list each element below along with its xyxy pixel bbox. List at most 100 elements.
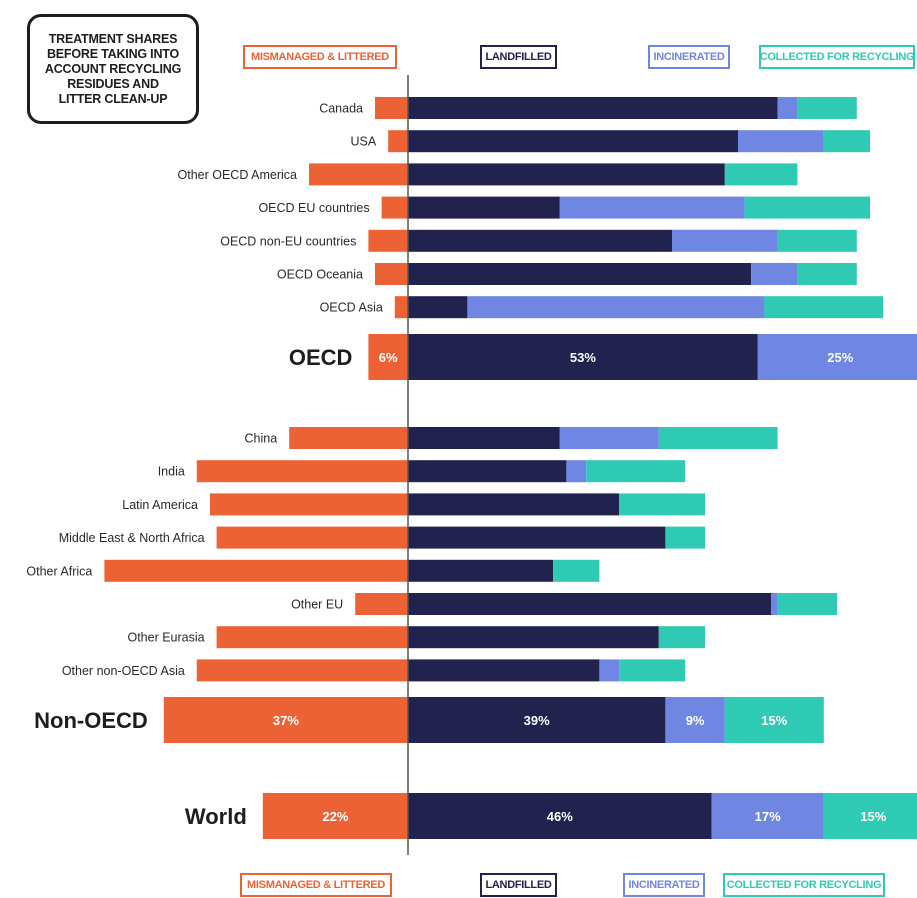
- bar-oecd-eu-countries-landfilled: [408, 196, 560, 219]
- bar-world-landfilled: [408, 793, 712, 839]
- data-label-world-incinerated: 17%: [755, 809, 781, 824]
- bar-oecd-landfilled: [408, 334, 758, 380]
- data-label-non-oecd-landfilled: 39%: [524, 713, 550, 728]
- category-label-usa: USA: [350, 135, 376, 149]
- bar-usa-landfilled: [408, 130, 738, 153]
- total-label-non-oecd: Non-OECD: [34, 708, 148, 733]
- bar-oecd-oceania-recycling: [797, 263, 857, 285]
- data-label-world-landfilled: 46%: [547, 809, 573, 824]
- bar-india-mismanaged: [196, 460, 408, 483]
- bar-other-eu-mismanaged: [355, 593, 408, 615]
- bar-non-oecd-landfilled: [408, 697, 666, 743]
- bar-china-mismanaged: [289, 427, 408, 449]
- category-label-middle-east-north-africa: Middle East & North Africa: [59, 531, 205, 545]
- bar-other-non-oecd-asia-landfilled: [408, 659, 600, 682]
- bar-non-oecd-recycling: [724, 697, 824, 743]
- category-label-oecd-eu-countries: OECD EU countries: [258, 201, 369, 215]
- bar-other-eu-incinerated: [771, 593, 778, 615]
- bar-oecd-eu-countries-mismanaged: [381, 196, 408, 219]
- data-label-world-recycling: 15%: [860, 809, 886, 824]
- bar-non-oecd-mismanaged: [163, 697, 408, 743]
- bar-other-africa-recycling: [553, 559, 600, 582]
- bar-other-africa-mismanaged: [104, 559, 409, 582]
- bar-india-recycling: [586, 460, 686, 483]
- bar-latin-america-recycling: [619, 493, 705, 516]
- total-label-world: World: [185, 804, 247, 829]
- bar-oecd-asia-recycling: [764, 296, 884, 319]
- chart-title-box: TREATMENT SHARES BEFORE TAKING INTO ACCO…: [27, 14, 199, 124]
- category-label-other-africa: Other Africa: [26, 564, 92, 578]
- bar-other-eurasia-landfilled: [408, 626, 659, 649]
- bar-other-eurasia-mismanaged: [216, 626, 408, 649]
- bar-china-recycling: [658, 427, 778, 449]
- bar-latin-america-mismanaged: [210, 493, 408, 516]
- bar-other-eu-recycling: [777, 593, 837, 615]
- bar-china-incinerated: [559, 427, 659, 449]
- bar-oecd-non-eu-countries-mismanaged: [368, 229, 408, 252]
- bar-middle-east-north-africa-mismanaged: [216, 526, 408, 549]
- bar-oecd-asia-landfilled: [408, 296, 468, 319]
- data-label-oecd-mismanaged: 6%: [379, 350, 398, 365]
- bar-other-oecd-america-mismanaged: [309, 163, 408, 186]
- bar-other-non-oecd-asia-incinerated: [599, 659, 620, 682]
- bar-oecd-eu-countries-recycling: [744, 196, 870, 219]
- chart-title: TREATMENT SHARES BEFORE TAKING INTO ACCO…: [44, 31, 182, 106]
- data-label-non-oecd-recycling: 15%: [761, 713, 787, 728]
- bar-usa-incinerated: [738, 130, 824, 153]
- category-label-latin-america: Latin America: [122, 498, 198, 512]
- bar-oecd-mismanaged: [368, 334, 408, 380]
- bar-oecd-oceania-landfilled: [408, 263, 752, 285]
- bar-world-incinerated: [711, 793, 824, 839]
- bar-other-non-oecd-asia-recycling: [619, 659, 686, 682]
- bar-india-landfilled: [408, 460, 567, 483]
- category-label-other-eurasia: Other Eurasia: [127, 631, 204, 645]
- bar-canada-mismanaged: [375, 97, 408, 119]
- bar-oecd-non-eu-countries-recycling: [777, 229, 857, 252]
- bar-latin-america-landfilled: [408, 493, 620, 516]
- bar-non-oecd-incinerated: [665, 697, 725, 743]
- bar-other-eu-landfilled: [408, 593, 771, 615]
- total-label-oecd: OECD: [289, 345, 353, 370]
- category-label-canada: Canada: [319, 102, 363, 116]
- bar-china-landfilled: [408, 427, 560, 449]
- bar-oecd-asia-mismanaged: [394, 296, 408, 319]
- legend-top-collected-for-recycling: COLLECTED FOR RECYCLING: [759, 45, 915, 69]
- category-label-oecd-non-eu-countries: OECD non-EU countries: [220, 234, 356, 248]
- category-label-other-oecd-america: Other OECD America: [178, 168, 298, 182]
- category-label-india: India: [158, 465, 185, 479]
- data-label-non-oecd-incinerated: 9%: [686, 713, 705, 728]
- bar-oecd-oceania-incinerated: [751, 263, 798, 285]
- data-label-non-oecd-mismanaged: 37%: [273, 713, 299, 728]
- bar-india-incinerated: [566, 460, 587, 483]
- bar-world-recycling: [823, 793, 917, 839]
- legend-bottom-collected-for-recycling: COLLECTED FOR RECYCLING: [723, 873, 885, 897]
- data-label-world-mismanaged: 22%: [322, 809, 348, 824]
- data-label-oecd-landfilled: 53%: [570, 350, 596, 365]
- bar-oecd-oceania-mismanaged: [375, 263, 408, 285]
- bar-other-eurasia-recycling: [658, 626, 705, 649]
- bar-other-africa-landfilled: [408, 559, 554, 582]
- category-label-oecd-asia: OECD Asia: [320, 301, 383, 315]
- legend-bottom-incinerated: INCINERATED: [623, 873, 705, 897]
- bar-canada-recycling: [797, 97, 857, 119]
- bar-usa-mismanaged: [388, 130, 408, 153]
- bar-other-non-oecd-asia-mismanaged: [196, 659, 408, 682]
- category-label-oecd-oceania: OECD Oceania: [277, 268, 363, 282]
- legend-top-landfilled: LANDFILLED: [480, 45, 557, 69]
- bar-world-mismanaged: [262, 793, 408, 839]
- bar-middle-east-north-africa-landfilled: [408, 526, 666, 549]
- data-label-oecd-incinerated: 25%: [827, 350, 853, 365]
- bar-usa-recycling: [823, 130, 870, 153]
- bar-canada-landfilled: [408, 97, 778, 119]
- bar-middle-east-north-africa-recycling: [665, 526, 705, 549]
- legend-bottom-mismanaged-littered: MISMANAGED & LITTERED: [240, 873, 392, 897]
- legend-top-incinerated: INCINERATED: [648, 45, 730, 69]
- bar-other-oecd-america-landfilled: [408, 163, 725, 186]
- bar-canada-incinerated: [777, 97, 798, 119]
- bar-oecd-non-eu-countries-incinerated: [672, 229, 778, 252]
- category-label-other-eu: Other EU: [291, 598, 343, 612]
- bar-other-oecd-america-recycling: [724, 163, 798, 186]
- legend-bottom-landfilled: LANDFILLED: [480, 873, 557, 897]
- bar-oecd-eu-countries-incinerated: [559, 196, 745, 219]
